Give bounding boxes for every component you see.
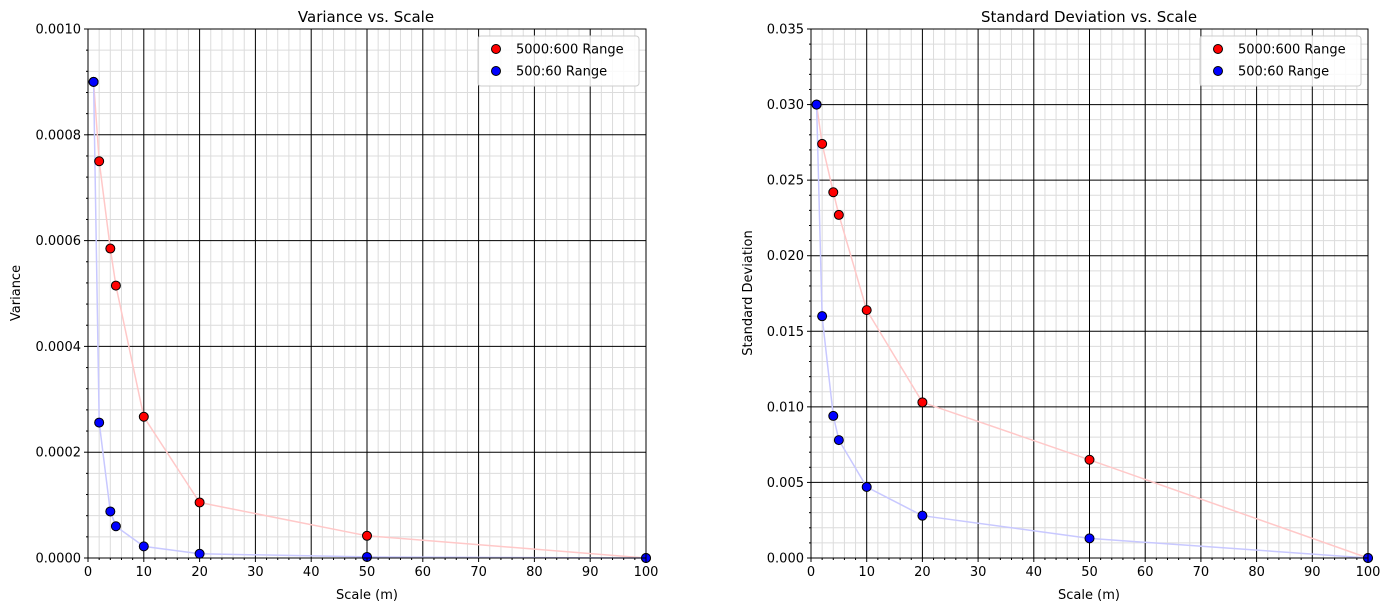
x-tick-label: 100: [634, 565, 659, 580]
x-tick-label: 0: [807, 565, 815, 580]
y-tick-label: 0.0010: [36, 23, 82, 38]
series-line: [92, 81, 647, 559]
y-tick-label: 0.0004: [36, 340, 82, 355]
minor-grid: [88, 29, 646, 558]
data-point: [110, 521, 121, 532]
x-tick-label: 20: [191, 565, 208, 580]
data-point: [105, 506, 116, 517]
x-tick-label: 40: [303, 565, 320, 580]
series-lines: [815, 104, 1369, 559]
series-line: [815, 104, 1369, 559]
y-tick-label: 0.0006: [36, 234, 82, 249]
legend-marker: [491, 66, 501, 76]
data-point: [817, 138, 828, 149]
y-tick-label: 0.030: [767, 98, 804, 113]
legend-marker: [1213, 44, 1223, 54]
data-point: [817, 311, 828, 322]
data-point: [861, 305, 872, 316]
data-point: [917, 397, 928, 408]
y-tick-label: 0.0000: [36, 552, 82, 567]
y-tick-label: 0.0002: [36, 446, 82, 461]
x-tick-label: 20: [914, 565, 931, 580]
x-tick-label: 50: [359, 565, 376, 580]
x-tick-label: 80: [526, 565, 543, 580]
y-tick-label: 0.025: [767, 174, 804, 189]
data-point: [917, 510, 928, 521]
data-point: [94, 417, 105, 428]
x-tick-label: 60: [1137, 565, 1154, 580]
x-tick-label: 50: [1081, 565, 1098, 580]
x-tick-label: 30: [970, 565, 987, 580]
x-axis-label: Scale (m): [336, 588, 398, 603]
legend-box: [477, 35, 640, 87]
legend-label: 500:60 Range: [516, 65, 607, 80]
y-tick-label: 0.020: [767, 249, 804, 264]
x-tick-label: 90: [582, 565, 599, 580]
x-axis-label: Scale (m): [1058, 588, 1120, 603]
x-tick-label: 10: [136, 565, 153, 580]
series-points: [88, 76, 651, 563]
y-tick-label: 0.000: [767, 552, 804, 567]
axis-ticks: 0 10 20 30 40 50 60 70 80 90 100 0.000 0.005 0.010 0.0…: [767, 23, 1381, 581]
legend-label: 5000:600 Range: [516, 43, 624, 58]
data-point: [833, 435, 844, 446]
axis-ticks: 0 10 20 30 40 50 60 70 80 90 100 0.0000 0.0002 0.0004…: [36, 23, 659, 581]
data-point: [110, 280, 121, 291]
x-tick-label: 10: [858, 565, 875, 580]
legend-label: 500:60 Range: [1238, 65, 1329, 80]
series-line: [92, 81, 647, 559]
data-point: [88, 76, 99, 87]
data-point: [1084, 533, 1095, 544]
data-point: [1084, 454, 1095, 465]
series-lines: [92, 81, 647, 559]
chart-title: Variance vs. Scale: [298, 8, 434, 26]
x-tick-label: 90: [1304, 565, 1321, 580]
data-point: [362, 530, 372, 541]
legend-marker: [491, 44, 501, 54]
legend-box: [1199, 35, 1362, 87]
major-grid: [87, 28, 647, 559]
x-tick-label: 80: [1248, 565, 1265, 580]
x-tick-label: 40: [1026, 565, 1043, 580]
data-point: [105, 243, 116, 254]
data-point: [138, 541, 149, 552]
data-point: [811, 99, 822, 110]
x-tick-label: 60: [415, 565, 432, 580]
legend-marker: [1213, 66, 1223, 76]
x-tick-label: 30: [247, 565, 264, 580]
x-tick-label: 70: [470, 565, 487, 580]
data-point: [861, 481, 872, 492]
y-tick-label: 0.015: [767, 325, 804, 340]
data-point: [833, 209, 844, 220]
std-dev-chart: Standard Deviation vs. Scale 0 10 20 30 40 50…: [741, 8, 1380, 603]
series-line: [815, 104, 1369, 559]
y-tick-label: 0.010: [767, 400, 804, 415]
x-tick-label: 0: [84, 565, 92, 580]
x-tick-label: 100: [1356, 565, 1381, 580]
y-tick-label: 0.005: [767, 476, 804, 491]
y-axis-label: Variance: [9, 265, 24, 321]
y-axis-label: Standard Deviation: [741, 230, 756, 355]
y-tick-label: 0.0008: [36, 128, 82, 143]
data-point: [828, 187, 839, 198]
data-point: [138, 411, 149, 422]
legend: 5000:600 Range 500:60 Range: [1199, 35, 1362, 87]
data-point: [828, 410, 839, 421]
legend-label: 5000:600 Range: [1238, 43, 1346, 58]
data-point: [94, 156, 105, 167]
data-point: [194, 548, 205, 559]
x-tick-label: 70: [1193, 565, 1210, 580]
variance-chart: Variance vs. Scale 0 10 20 30 40 50 60 70 80 90 10…: [9, 8, 658, 603]
legend: 5000:600 Range 500:60 Range: [477, 35, 640, 87]
y-tick-label: 0.035: [767, 23, 804, 38]
data-point: [194, 497, 205, 508]
major-grid: [810, 28, 1369, 559]
chart-title: Standard Deviation vs. Scale: [981, 8, 1197, 26]
